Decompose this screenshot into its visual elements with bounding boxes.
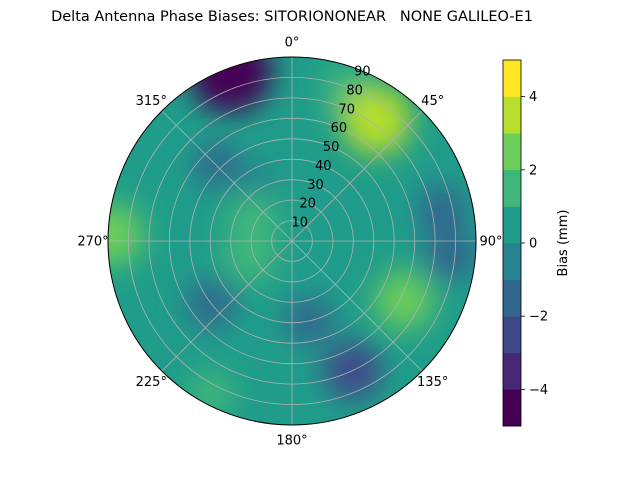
colorbar-label: Bias (mm) <box>556 210 571 277</box>
angle-tick-label: 225° <box>136 375 167 390</box>
angle-tick-label: 315° <box>136 94 167 109</box>
colorbar-tick-label: 0 <box>529 237 537 252</box>
colorbar-tick-label: 2 <box>529 163 537 178</box>
colorbar-tick-label: −2 <box>529 310 548 325</box>
angle-tick-label: 180° <box>276 434 307 449</box>
field-feature <box>226 192 280 245</box>
colorbar-segment <box>503 352 521 390</box>
colorbar-segment <box>503 389 521 427</box>
angle-tick-label: 270° <box>77 235 108 250</box>
radial-tick-label: 30 <box>307 178 324 193</box>
radial-tick-label: 10 <box>292 216 309 231</box>
angle-tick-label: 135° <box>417 375 448 390</box>
colorbar-segment <box>503 169 521 207</box>
angle-tick-labels: 0° 45° 90° 135° 180° 225° 270° 315° <box>77 36 502 449</box>
radial-tick-label: 20 <box>299 197 316 212</box>
bias-field <box>108 57 476 425</box>
angular-gridline <box>161 240 293 372</box>
angular-gridline <box>291 110 423 242</box>
colorbar: −4 −2 0 2 4 Bias (mm) <box>502 59 571 427</box>
colorbar-segment <box>503 60 521 97</box>
field-feature <box>417 184 467 235</box>
field-feature <box>237 160 275 198</box>
field-feature <box>374 271 434 330</box>
radial-tick-label: 50 <box>323 140 340 155</box>
angular-gridline <box>291 240 423 372</box>
radial-tick-label: 80 <box>346 83 363 98</box>
polar-grid <box>107 56 477 426</box>
field-feature <box>108 203 144 266</box>
field-feature <box>424 228 476 282</box>
colorbar-segment <box>503 206 521 244</box>
radial-tick-label: 60 <box>331 121 348 136</box>
polar-frame <box>107 56 477 426</box>
angle-tick-label: 90° <box>479 235 502 250</box>
colorbar-segment <box>503 133 521 171</box>
colorbar-segment <box>503 96 521 134</box>
chart-title: Delta Antenna Phase Biases: SITORIONONEA… <box>51 9 533 25</box>
angle-tick-label: 0° <box>285 36 300 51</box>
angle-tick-label: 45° <box>421 94 444 109</box>
colorbar-tick-label: 4 <box>529 90 537 105</box>
radial-tick-labels: 10 20 30 40 50 60 70 80 90 <box>292 65 371 231</box>
radial-tick-label: 40 <box>315 159 332 174</box>
field-feature <box>189 57 272 114</box>
field-feature <box>187 371 234 418</box>
colorbar-segment <box>503 279 521 317</box>
colorbar-segment <box>503 316 521 354</box>
radial-tick-label: 70 <box>339 102 356 117</box>
field-feature <box>341 85 411 155</box>
colorbar-segment <box>503 243 521 280</box>
radial-tick-label: 90 <box>354 65 371 80</box>
angular-gridline <box>161 110 293 242</box>
colorbar-tick-label: −4 <box>529 383 548 398</box>
